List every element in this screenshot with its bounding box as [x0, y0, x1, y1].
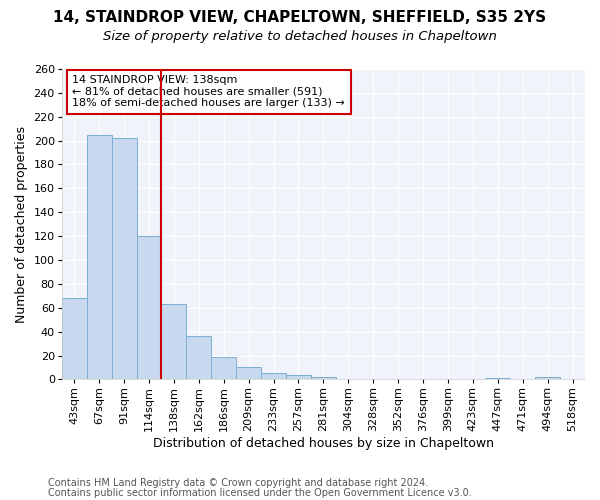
X-axis label: Distribution of detached houses by size in Chapeltown: Distribution of detached houses by size …: [153, 437, 494, 450]
Text: 14 STAINDROP VIEW: 138sqm
← 81% of detached houses are smaller (591)
18% of semi: 14 STAINDROP VIEW: 138sqm ← 81% of detac…: [72, 75, 345, 108]
Y-axis label: Number of detached properties: Number of detached properties: [15, 126, 28, 322]
Text: 14, STAINDROP VIEW, CHAPELTOWN, SHEFFIELD, S35 2YS: 14, STAINDROP VIEW, CHAPELTOWN, SHEFFIEL…: [53, 10, 547, 25]
Bar: [137, 236, 161, 380]
Bar: [161, 304, 187, 380]
Text: Contains public sector information licensed under the Open Government Licence v3: Contains public sector information licen…: [48, 488, 472, 498]
Text: Contains HM Land Registry data © Crown copyright and database right 2024.: Contains HM Land Registry data © Crown c…: [48, 478, 428, 488]
Bar: [187, 336, 211, 380]
Bar: [261, 374, 286, 380]
Text: Size of property relative to detached houses in Chapeltown: Size of property relative to detached ho…: [103, 30, 497, 43]
Bar: [311, 377, 336, 380]
Bar: [211, 356, 236, 380]
Bar: [286, 374, 311, 380]
Bar: [86, 134, 112, 380]
Bar: [535, 377, 560, 380]
Bar: [62, 298, 86, 380]
Bar: [485, 378, 510, 380]
Bar: [236, 368, 261, 380]
Bar: [112, 138, 137, 380]
